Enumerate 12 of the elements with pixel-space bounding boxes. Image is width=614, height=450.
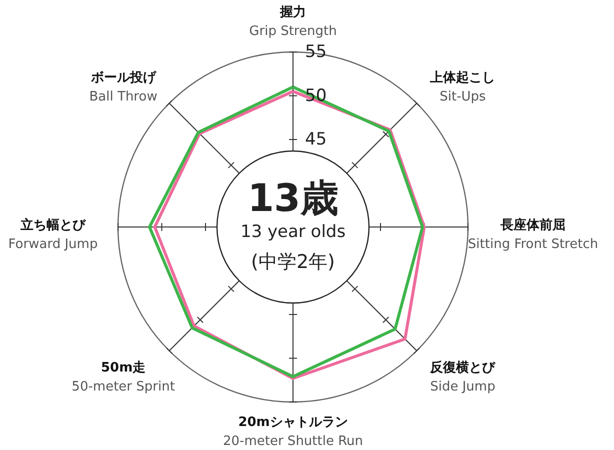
spoke-label: 50m走 50-meter Sprint [72, 360, 175, 395]
text: 13歳 [248, 176, 338, 220]
spoke-label: 20mシャトルラン 20-meter Shuttle Run [222, 415, 364, 449]
spoke-label: 握力 Grip Strength [249, 5, 337, 39]
y-tick-label: 45 [305, 130, 327, 150]
text: (中学2年) [251, 251, 335, 273]
spoke-label: 上体起こし Sit-Ups [429, 70, 496, 105]
spoke-label: 立ち幅とび Forward Jump [8, 217, 98, 252]
text: 13 year olds [240, 222, 346, 242]
spoke-label: ボール投げ Ball Throw [89, 70, 158, 105]
spoke-label: 反復横とび Side Jump [429, 360, 496, 395]
spoke-label: 長座体前屈 Sitting Front Stretch [468, 217, 598, 252]
